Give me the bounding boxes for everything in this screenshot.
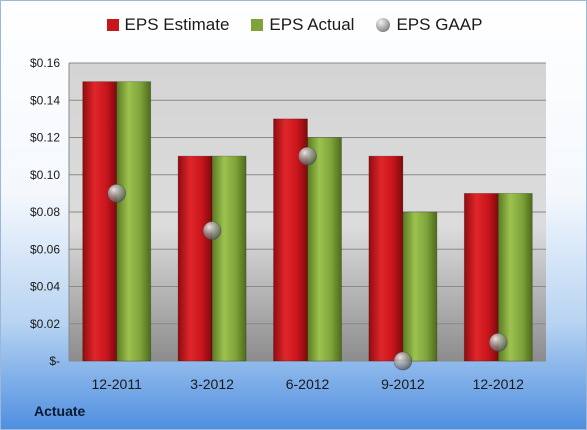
y-tick-label: $0.14 xyxy=(30,93,60,107)
marker-eps-gaap xyxy=(393,351,413,371)
legend-swatch xyxy=(376,18,391,32)
legend-label: EPS Estimate xyxy=(124,15,230,34)
legend-item: EPS GAAP xyxy=(376,15,482,35)
legend-item: EPS Actual xyxy=(251,15,354,35)
bar-eps-actual xyxy=(211,155,247,362)
x-tick-label: 3-2012 xyxy=(190,376,234,392)
legend-label: EPS GAAP xyxy=(396,15,483,34)
company-name: Actuate xyxy=(34,403,86,419)
y-tick-label: $0.16 xyxy=(30,56,60,70)
x-tick-label: 6-2012 xyxy=(286,376,330,392)
marker-eps-gaap xyxy=(488,332,508,352)
y-tick-label: $0.06 xyxy=(30,242,60,256)
legend: EPS Estimate EPS Actual EPS GAAP xyxy=(1,15,586,35)
marker-eps-gaap xyxy=(107,183,127,203)
bar-eps-actual xyxy=(307,137,342,362)
legend-label: EPS Actual xyxy=(269,15,355,34)
bar-eps-estimate xyxy=(177,155,213,362)
bar-eps-estimate xyxy=(82,81,118,362)
y-tick-label: $0.02 xyxy=(30,317,60,331)
x-tick-label: 12-2012 xyxy=(473,376,525,392)
bar-eps-actual xyxy=(402,211,438,362)
y-tick-label: $0.04 xyxy=(30,280,60,294)
bar-eps-actual xyxy=(497,192,533,362)
marker-eps-gaap xyxy=(298,146,317,166)
x-tick-label: 9-2012 xyxy=(381,376,425,392)
bar-eps-actual xyxy=(116,81,152,362)
legend-swatch xyxy=(106,19,119,31)
marker-eps-gaap xyxy=(202,221,222,241)
y-tick-label: $- xyxy=(49,354,60,368)
y-tick-label: $0.12 xyxy=(30,131,60,145)
bar-eps-estimate xyxy=(463,192,499,362)
legend-item: EPS Estimate xyxy=(106,15,230,35)
x-tick-label: 12-2011 xyxy=(92,376,143,392)
y-tick-label: $0.10 xyxy=(30,168,60,182)
y-tick-label: $0.08 xyxy=(30,205,60,219)
legend-swatch xyxy=(251,19,264,31)
bar-eps-estimate xyxy=(368,155,404,362)
